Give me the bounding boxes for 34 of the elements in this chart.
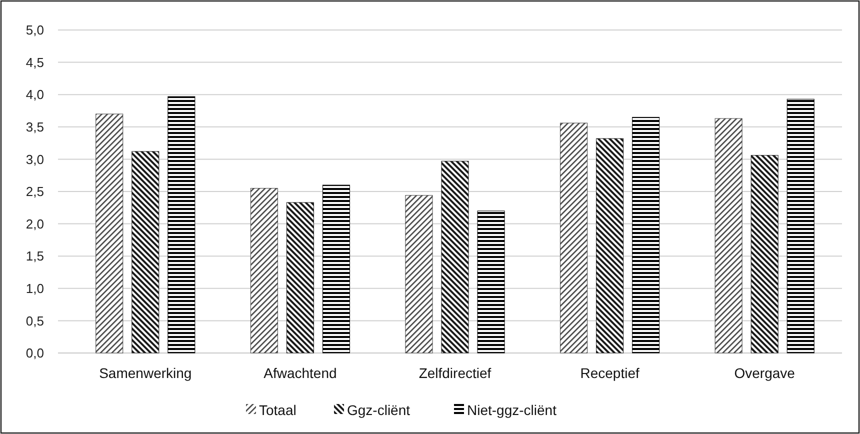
y-tick-label: 2,0: [26, 216, 44, 232]
y-tick-label: 0,5: [26, 313, 44, 328]
bar: [750, 155, 778, 354]
x-tick-label: Receptief: [580, 365, 640, 381]
bar: [714, 118, 742, 354]
x-tick-label: Samenwerking: [99, 365, 192, 381]
y-tick-label: 4,0: [26, 87, 44, 102]
bar: [286, 202, 314, 354]
y-tick-label: 0,0: [26, 346, 44, 361]
bar: [405, 195, 433, 354]
bar: [786, 98, 814, 354]
bar: [168, 96, 196, 354]
y-tick-label: 5,0: [26, 22, 44, 38]
bar: [132, 151, 160, 354]
bar: [596, 138, 624, 354]
x-tick-label: Afwachtend: [264, 365, 337, 381]
bar: [441, 160, 469, 354]
y-tick-label: 2,5: [26, 184, 44, 200]
bar: [322, 184, 350, 354]
legend-label: Ggz-cliënt: [347, 402, 410, 418]
x-tick-label: Zelfdirectief: [418, 365, 492, 381]
bar: [560, 122, 588, 354]
bar: [250, 188, 278, 354]
bar: [96, 114, 124, 354]
y-tick-label: 1,0: [26, 280, 44, 296]
y-tick-label: 4,5: [26, 54, 44, 70]
y-tick-label: 1,5: [26, 248, 44, 264]
legend-label: Niet-ggz-cliënt: [467, 402, 557, 418]
x-tick-label: Overgave: [734, 365, 796, 381]
bar: [477, 210, 505, 354]
y-tick-label: 3,0: [26, 152, 44, 167]
bar: [632, 116, 660, 354]
legend-label: Totaal: [259, 402, 296, 418]
y-tick-label: 3,5: [26, 119, 44, 134]
